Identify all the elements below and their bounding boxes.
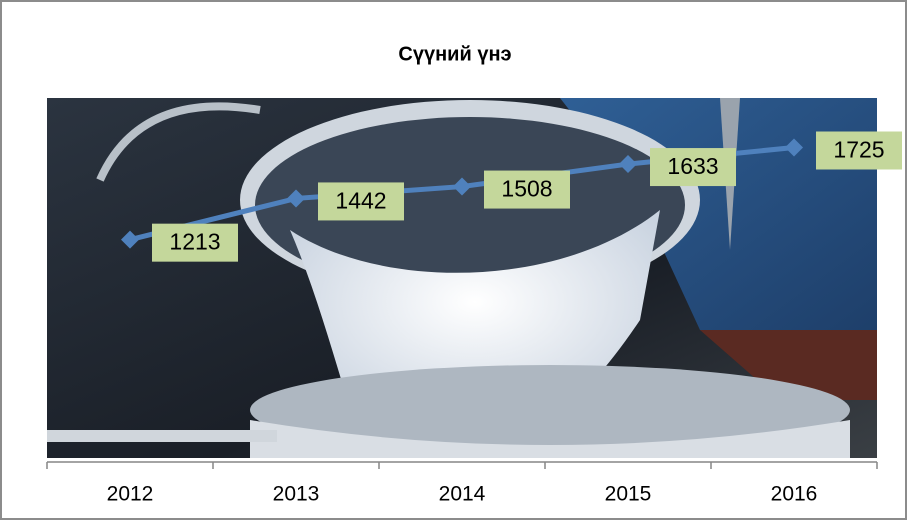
data-label: 1633 [667, 153, 718, 179]
data-label: 1508 [501, 176, 552, 202]
data-label: 1442 [335, 188, 386, 214]
chart-title: Сүүний үнэ [398, 43, 511, 65]
x-tick-label: 2016 [771, 483, 818, 506]
data-label: 1213 [169, 229, 220, 255]
x-tick-label: 2014 [439, 483, 486, 506]
x-tick-label: 2015 [605, 483, 652, 506]
chart: Сүүний үнэ 2012 2013 2014 2015 2016 1213 1442 1… [0, 0, 909, 522]
x-tick-label: 2012 [107, 483, 154, 506]
data-label: 1725 [833, 137, 884, 163]
x-tick-label: 2013 [273, 483, 320, 506]
